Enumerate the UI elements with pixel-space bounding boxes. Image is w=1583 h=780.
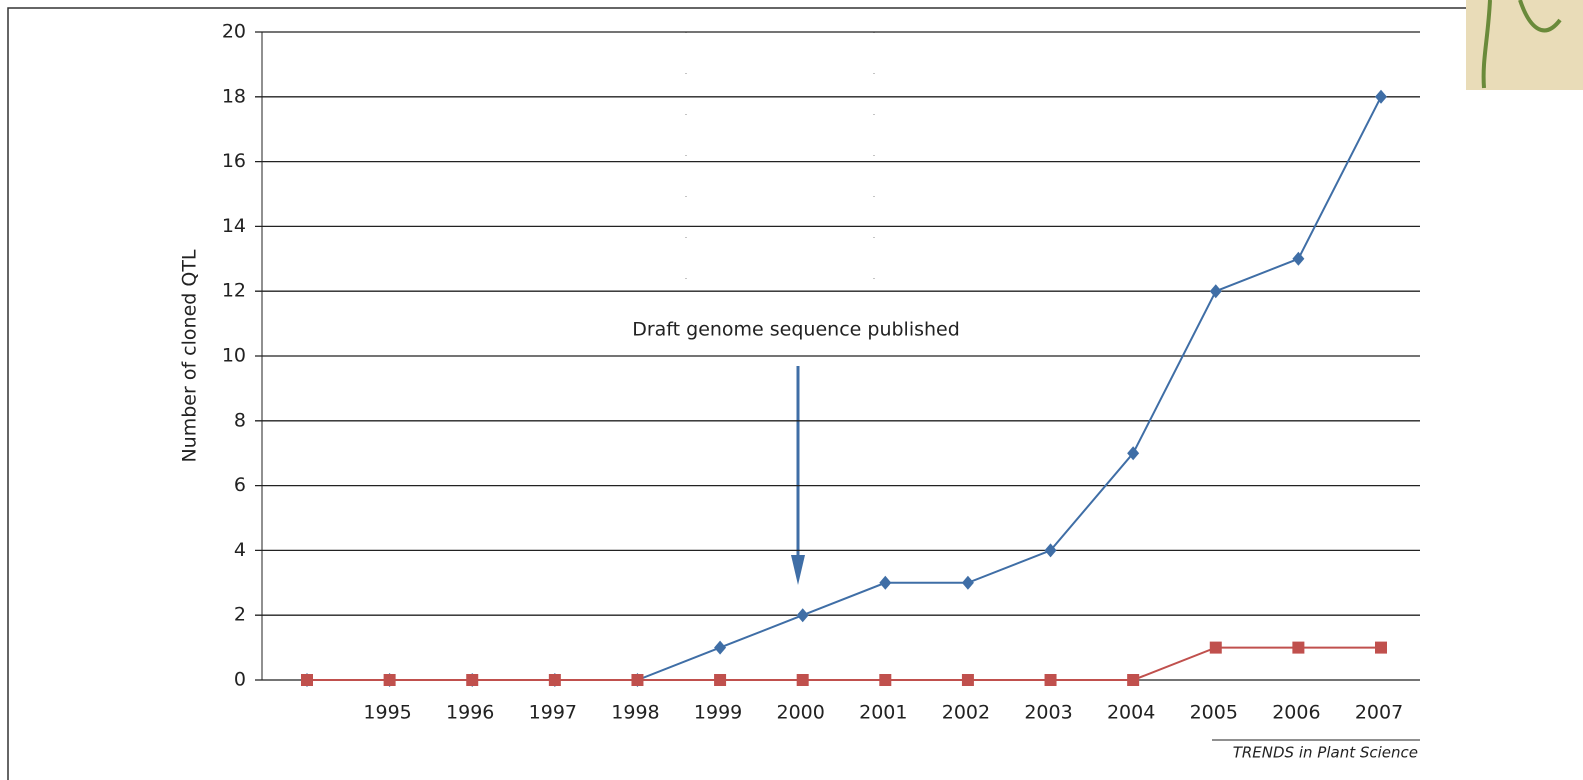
- marker: [301, 674, 313, 686]
- marker: [879, 575, 892, 590]
- y-tick-label: 2: [234, 604, 246, 626]
- x-tick-label: 1998: [611, 702, 659, 724]
- series-line: [307, 646, 1381, 681]
- marker: [1292, 251, 1305, 266]
- x-tick-label: 2001: [859, 702, 907, 724]
- marker: [796, 608, 809, 623]
- x-tick-label: 2002: [942, 702, 990, 724]
- marker: [466, 674, 479, 686]
- marker: [631, 674, 644, 686]
- marker: [1127, 446, 1140, 461]
- x-tick-label: 1999: [694, 702, 742, 724]
- source: TRENDS in Plant Science: [1233, 744, 1418, 762]
- series-line: [307, 96, 1382, 681]
- marker: [383, 674, 396, 686]
- x-tick-label: 1996: [446, 702, 494, 724]
- x-tick-label: 2007: [1355, 702, 1403, 724]
- x-tick-label: 1997: [529, 702, 577, 724]
- marker: [961, 575, 974, 590]
- marker: [1127, 674, 1140, 686]
- marker: [1044, 674, 1057, 686]
- marker: [1209, 641, 1222, 654]
- x-tick-label: 2005: [1190, 702, 1238, 724]
- y-axis-label: Number of cloned QTL: [179, 249, 201, 462]
- marker: [796, 674, 809, 686]
- marker: [961, 674, 974, 686]
- y-tick-label: 10: [222, 345, 246, 367]
- marker: [714, 674, 727, 686]
- marker: [548, 674, 561, 686]
- y-tick-label: 20: [222, 21, 246, 43]
- marker: [1292, 641, 1305, 654]
- y-tick-label: 4: [234, 539, 246, 561]
- annotation-arrowhead: [791, 555, 805, 585]
- x-tick-label: 2004: [1107, 702, 1155, 724]
- marker: [1044, 543, 1057, 558]
- y-tick-label: 0: [234, 669, 246, 691]
- y-tick-label: 8: [234, 409, 246, 431]
- y-tick-label: 16: [222, 150, 246, 172]
- y-tick-label: 12: [222, 280, 246, 302]
- y-tick-label: 18: [222, 85, 246, 107]
- marker: [1375, 89, 1387, 104]
- thumbnail-drawing: [1481, 0, 1562, 89]
- marker: [714, 640, 727, 655]
- y-tick-label: 6: [234, 474, 246, 496]
- x-tick-label: 2006: [1272, 702, 1320, 724]
- marker: [1209, 284, 1222, 299]
- marker: [1375, 641, 1387, 654]
- y-tick-label: 14: [222, 215, 246, 237]
- annotation: Draft genome sequence published: [632, 319, 960, 341]
- marker: [879, 674, 892, 686]
- x-tick-label: 2000: [777, 702, 825, 724]
- x-tick-label: 1995: [363, 702, 411, 724]
- frame: [7, 7, 1583, 780]
- x-tick-label: 2003: [1024, 702, 1072, 724]
